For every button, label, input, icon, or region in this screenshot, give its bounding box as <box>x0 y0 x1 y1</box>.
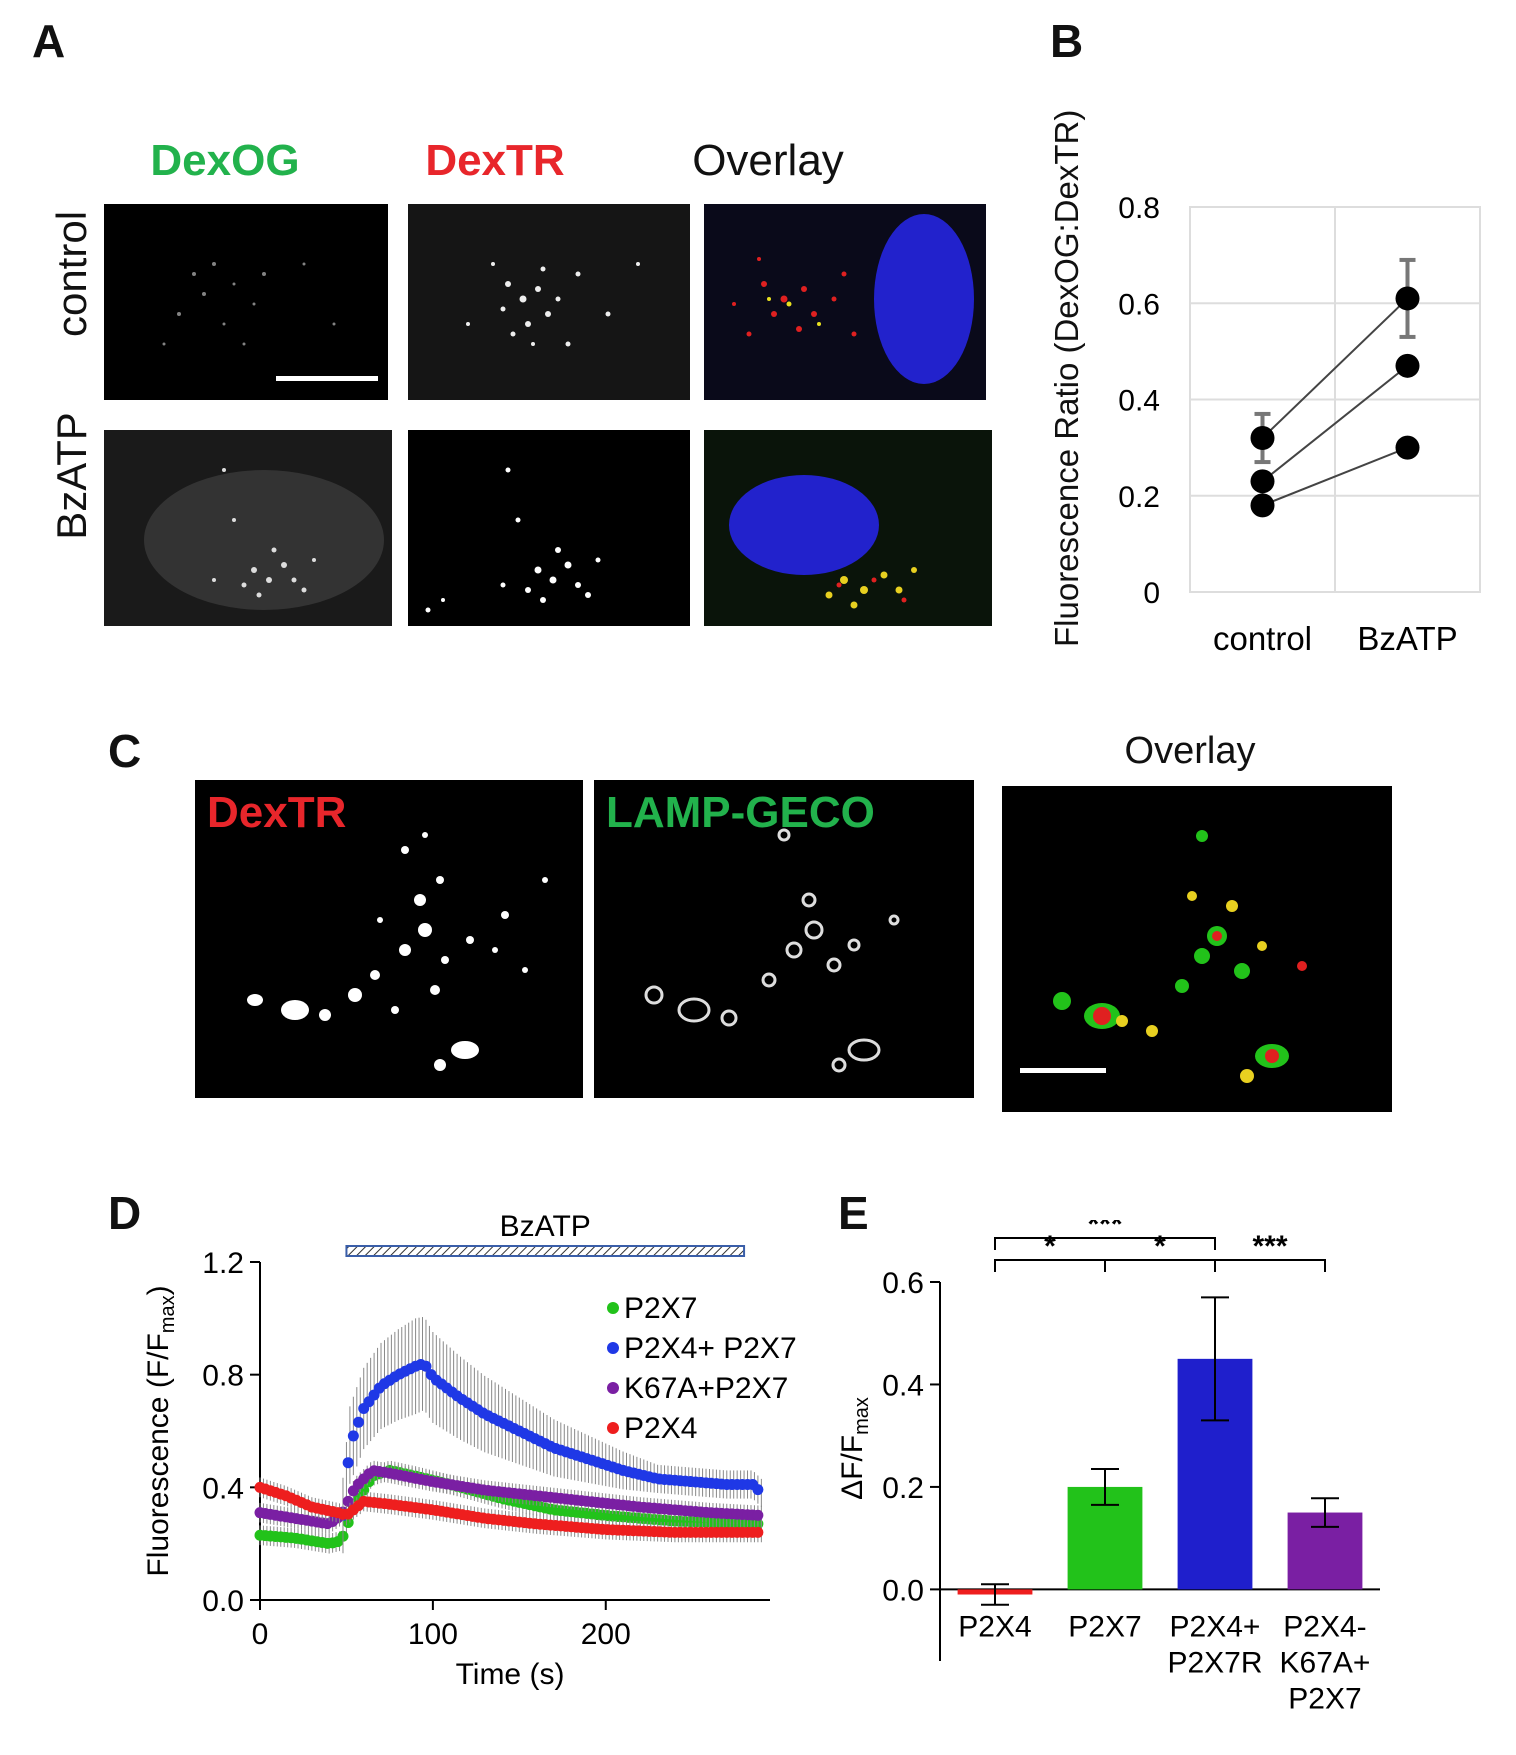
micrograph-c-lamp-geco: LAMP-GECO <box>594 780 974 1098</box>
chart-b-point <box>1250 469 1275 494</box>
chart-b-point <box>1395 353 1420 378</box>
chart-d-xtick: 0 <box>252 1618 269 1651</box>
micrograph-bzatp-dexog <box>104 430 392 626</box>
micrograph-control-dexog <box>104 204 388 400</box>
chart-b-ylabel: Fluorescence Ratio (DexOG:DexTR) <box>1048 109 1085 647</box>
chart-e-sig-bracket <box>1214 1259 1326 1272</box>
chart-d-legend-label: P2X7 <box>624 1292 697 1325</box>
chart-b-ytick: 0.4 <box>1118 385 1160 418</box>
chart-d-legend-marker <box>607 1342 619 1354</box>
chart-d-series <box>337 1317 764 1554</box>
chart-d-point <box>752 1484 764 1496</box>
chart-b-pair-line <box>1261 365 1409 483</box>
panel-letter-a: A <box>32 15 66 67</box>
col-title-dextr: DexTR <box>425 136 565 185</box>
chart-e-ytick: 0.2 <box>882 1472 924 1505</box>
chart-e-xtick: P2X4 <box>958 1610 1031 1643</box>
chart-d-point <box>752 1526 764 1538</box>
micrograph-c-overlay <box>1002 786 1392 1112</box>
chart-e-sig-label: *** <box>1087 1220 1122 1241</box>
chart-e-xtick: P2X7 <box>1068 1610 1141 1643</box>
chart-e-sig-label: * <box>1044 1230 1056 1263</box>
chart-d-legend-marker <box>607 1422 619 1434</box>
chart-d-series <box>254 1460 764 1534</box>
chart-d-point <box>752 1509 764 1521</box>
chart-d-point <box>347 1430 359 1442</box>
col-title-overlay: Overlay <box>692 136 844 185</box>
chart-b-pair-line <box>1262 446 1408 507</box>
chart-b-point <box>1250 493 1275 518</box>
c-title-overlay: Overlay <box>1124 730 1256 772</box>
chart-d-ytick: 0.0 <box>202 1585 244 1618</box>
chart-b-xtick: BzATP <box>1357 620 1457 657</box>
micrograph-bzatp-overlay <box>704 430 992 626</box>
chart-e-sig-label: *** <box>1252 1230 1287 1263</box>
chart-b-ytick: 0 <box>1143 577 1160 610</box>
row-label-bzatp: BzATP <box>48 412 95 540</box>
chart-d-series <box>254 1477 764 1543</box>
chart-b-pair-line <box>1261 297 1409 439</box>
micrograph-control-overlay <box>704 204 986 400</box>
chart-b-xtick: control <box>1213 620 1312 657</box>
chart-d-legend-label: K67A+P2X7 <box>624 1372 788 1405</box>
chart-e-ytick: 0.4 <box>882 1369 924 1402</box>
chart-d-legend-marker <box>607 1302 619 1314</box>
chart-d-ytick: 0.8 <box>202 1360 244 1393</box>
chart-e-xtick: P2X7 <box>1288 1682 1361 1715</box>
c-label-lamp-geco: LAMP-GECO <box>606 788 875 837</box>
chart-d-xlabel: Time (s) <box>456 1658 565 1691</box>
chart-b-point <box>1395 435 1420 460</box>
chart-d-point <box>342 1495 354 1507</box>
chart-b-ytick: 0.8 <box>1118 192 1160 225</box>
chart-e-xtick: K67A+ <box>1280 1646 1371 1679</box>
chart-b-point <box>1395 286 1420 311</box>
scale-bar-a <box>276 376 378 381</box>
panel-letter-e: E <box>838 1187 869 1239</box>
chart-b-point <box>1250 426 1275 450</box>
chart-d-legend-marker <box>607 1382 619 1394</box>
chart-d-legend-label: P2X4+ P2X7 <box>624 1332 797 1365</box>
chart-e-xtick: P2X7R <box>1167 1646 1262 1679</box>
chart-d-point <box>420 1360 432 1372</box>
panel-letter-b: B <box>1050 15 1084 67</box>
chart-b-ytick: 0.6 <box>1118 288 1160 321</box>
chart-b-ytick: 0.2 <box>1118 481 1160 514</box>
chart-e-sig-bracket <box>994 1237 1216 1250</box>
chart-d-point <box>353 1416 365 1428</box>
col-title-dexog: DexOG <box>150 136 300 185</box>
bzatp-stim-label: BzATP <box>500 1210 591 1243</box>
scale-bar-c <box>1020 1068 1106 1073</box>
micrograph-control-dextr <box>408 204 690 400</box>
micrograph-bzatp-dextr <box>408 430 690 626</box>
chart-d-ytick: 0.4 <box>202 1472 244 1505</box>
chart-e: 0.0 0.2 0.4 0.6 ΔF/Fmax P2X4 P2X7 P2X4+P2X7R P2X… <box>840 1220 1380 1715</box>
chart-d: BzATP 0.0 0.4 0.8 1.2 0 100 200 Time (s) Fluoresc… <box>142 1210 797 1691</box>
micrograph-c-dextr: DexTR <box>195 780 583 1098</box>
panel-letter-d: D <box>108 1187 142 1239</box>
row-label-control: control <box>48 210 95 338</box>
chart-e-xtick: P2X4+ <box>1170 1610 1261 1643</box>
c-label-dextr: DexTR <box>207 788 347 837</box>
chart-e-sig-label: * <box>1154 1230 1166 1263</box>
chart-e-ytick: 0.6 <box>882 1267 924 1300</box>
chart-d-ytick: 1.2 <box>202 1247 244 1280</box>
panel-letter-c: C <box>108 725 142 777</box>
chart-b: 0 0.2 0.4 0.6 0.8 control BzATP <box>1118 192 1481 657</box>
bzatp-stim-bar <box>345 1245 746 1257</box>
chart-e-ylabel: ΔF/Fmax <box>840 1397 873 1500</box>
chart-e-xtick: P2X4- <box>1283 1610 1366 1643</box>
chart-d-legend-label: P2X4 <box>624 1412 697 1445</box>
chart-d-point <box>342 1457 354 1469</box>
chart-d-xtick: 100 <box>408 1618 458 1651</box>
chart-d-xtick: 200 <box>581 1618 631 1651</box>
chart-e-ytick: 0.0 <box>882 1574 924 1607</box>
chart-d-ylabel: Fluorescence (F/Fmax) <box>142 1285 179 1576</box>
